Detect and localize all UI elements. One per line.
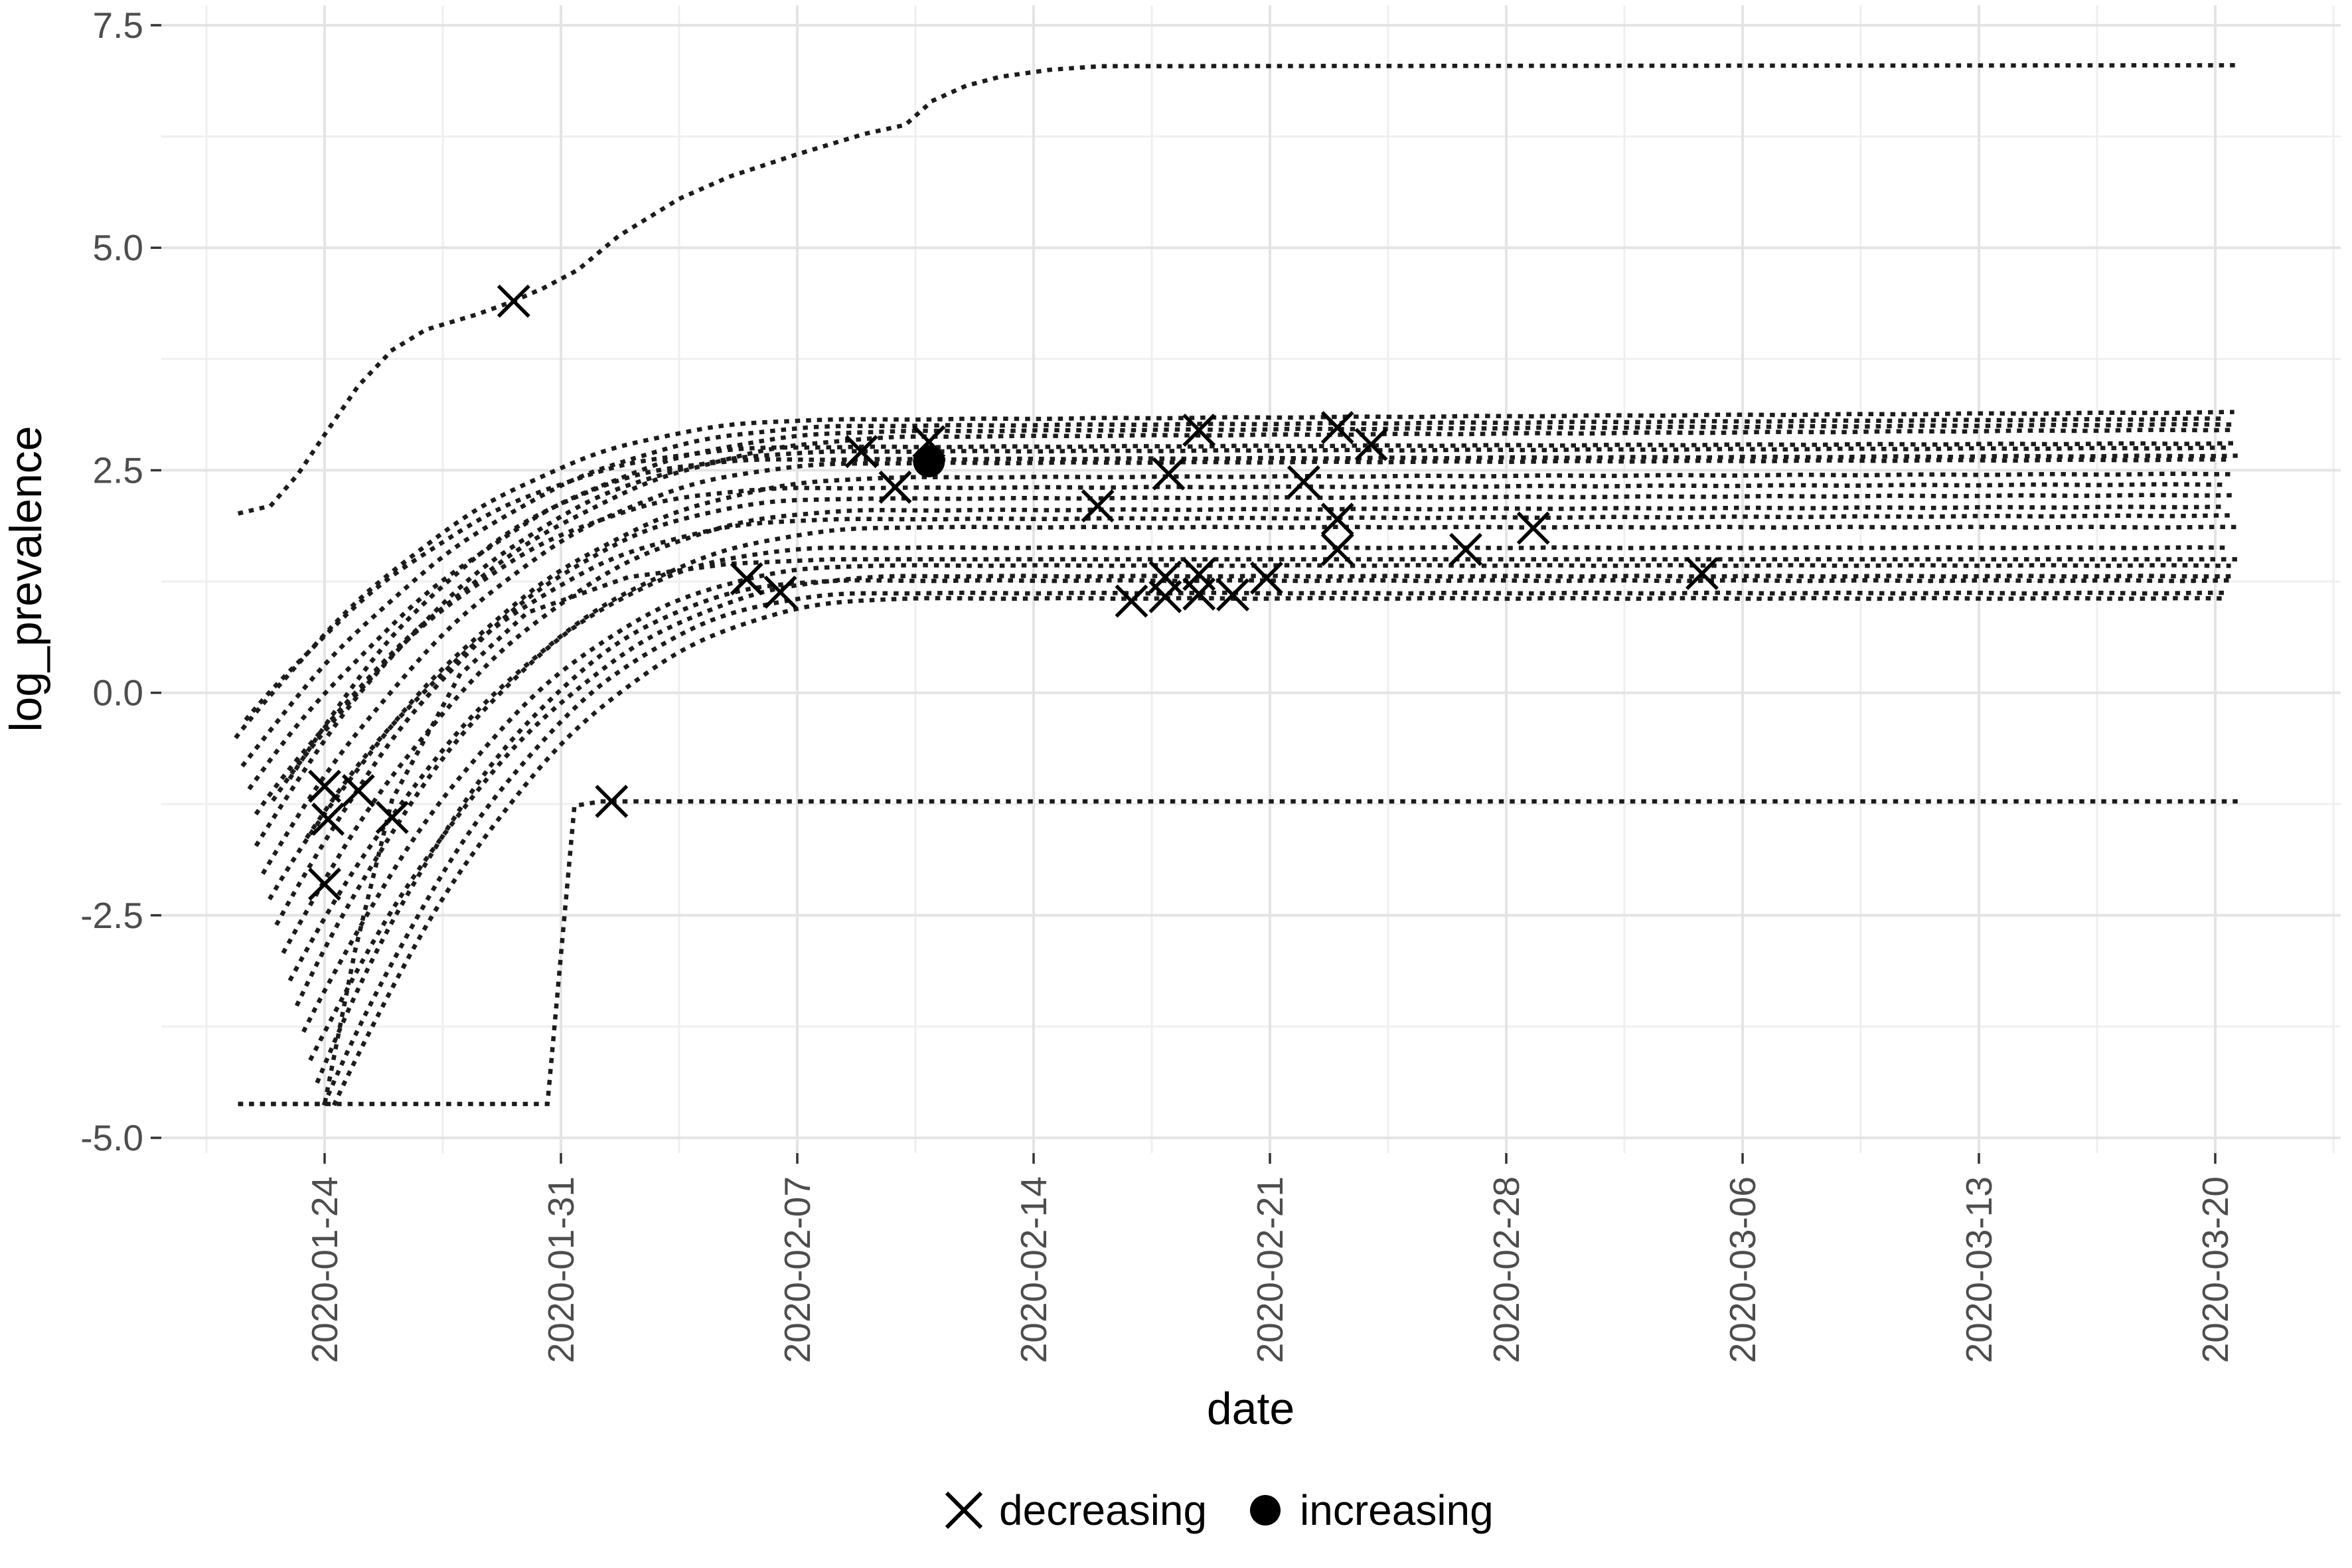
x-tick-label: 2020-03-06 xyxy=(1722,1176,1763,1363)
decreasing-x-marker xyxy=(341,774,375,808)
decreasing-x-marker xyxy=(1320,411,1354,444)
decreasing-x-marker xyxy=(497,284,530,318)
decreasing-x-marker xyxy=(308,769,341,803)
decreasing-x-marker xyxy=(1686,556,1719,590)
decreasing-x-marker xyxy=(308,867,341,901)
legend-decreasing-label: decreasing xyxy=(999,1486,1207,1534)
axis-tick-marks xyxy=(151,24,2217,1164)
trajectory-line xyxy=(294,545,2234,1007)
decreasing-x-marker xyxy=(1320,503,1354,536)
trajectory-line xyxy=(287,524,2238,982)
decreasing-x-marker xyxy=(311,803,345,836)
y-tick-label: 2.5 xyxy=(93,449,143,491)
decreasing-x-marker xyxy=(1081,489,1115,522)
trajectory-lines xyxy=(234,63,2238,1107)
decreasing-x-marker xyxy=(1148,580,1182,613)
decreasing-x-marker xyxy=(1320,532,1354,566)
legend: decreasing increasing xyxy=(945,1486,1494,1534)
trajectory-line xyxy=(301,563,2231,1033)
early-shelf-riser xyxy=(238,557,2238,1107)
increasing-circle-marker xyxy=(913,445,945,477)
y-tick-label: -5.0 xyxy=(80,1117,143,1158)
decreasing-x-marker xyxy=(1516,511,1550,545)
trajectory-line xyxy=(287,453,2238,780)
y-tick-label: 7.5 xyxy=(93,5,143,46)
decreasing-x-marker xyxy=(730,562,763,595)
event-markers xyxy=(308,284,1719,901)
trajectory-line xyxy=(247,422,2238,791)
trajectory-line xyxy=(305,513,2234,840)
trajectory-line xyxy=(254,445,2234,847)
decreasing-x-marker xyxy=(1152,457,1186,491)
trajectory-line xyxy=(268,471,2238,901)
x-axis-tick-labels: 2020-01-24 2020-01-31 2020-02-07 2020-02-14… xyxy=(304,1176,2236,1363)
trajectory-line xyxy=(308,574,2238,1061)
decreasing-x-marker xyxy=(1182,414,1216,447)
x-tick-label: 2020-03-20 xyxy=(2195,1176,2236,1363)
trajectory-line xyxy=(315,578,2234,1084)
trajectory-line xyxy=(281,504,2231,955)
trajectory-line xyxy=(244,441,2234,722)
decreasing-x-marker xyxy=(1182,577,1216,611)
decreasing-x-marker xyxy=(1249,561,1283,595)
x-tick-label: 2020-01-24 xyxy=(304,1176,345,1363)
decreasing-x-marker xyxy=(763,576,797,609)
trajectory-line xyxy=(254,428,2234,816)
trajectory-line xyxy=(331,595,2231,1107)
decreasing-x-marker xyxy=(844,435,878,469)
decreasing-x-marker xyxy=(1216,578,1249,612)
decreasing-x-marker xyxy=(1354,428,1388,461)
x-tick-label: 2020-02-28 xyxy=(1486,1176,1527,1363)
x-tick-label: 2020-01-31 xyxy=(540,1176,582,1363)
y-tick-label: 0.0 xyxy=(93,672,143,714)
trajectory-line xyxy=(234,410,2234,740)
decreasing-x-marker xyxy=(595,785,629,819)
decreasing-x-marker xyxy=(1287,465,1320,499)
y-tick-label: 5.0 xyxy=(93,227,143,268)
decreasing-x-marker xyxy=(375,801,409,834)
y-tick-label: -2.5 xyxy=(80,895,143,936)
y-axis-title: log_prevalence xyxy=(1,426,51,732)
decreasing-x-marker xyxy=(1115,584,1148,618)
y-axis-tick-labels: 7.5 5.0 2.5 0.0 -2.5 -5.0 xyxy=(80,5,143,1158)
trajectory-line xyxy=(274,493,2234,926)
x-tick-label: 2020-02-07 xyxy=(777,1176,818,1363)
decreasing-x-marker xyxy=(1449,532,1482,566)
trajectory-line xyxy=(271,482,2231,802)
legend-increasing-label: increasing xyxy=(1300,1486,1494,1534)
x-tick-label: 2020-02-21 xyxy=(1249,1176,1291,1363)
x-axis-title: date xyxy=(1207,1383,1294,1434)
decreasing-x-marker xyxy=(878,470,912,504)
x-tick-label: 2020-03-13 xyxy=(1958,1176,1999,1363)
legend-circle-icon xyxy=(1250,1495,1281,1526)
legend-x-icon xyxy=(945,1491,983,1529)
x-tick-label: 2020-02-14 xyxy=(1013,1176,1054,1363)
